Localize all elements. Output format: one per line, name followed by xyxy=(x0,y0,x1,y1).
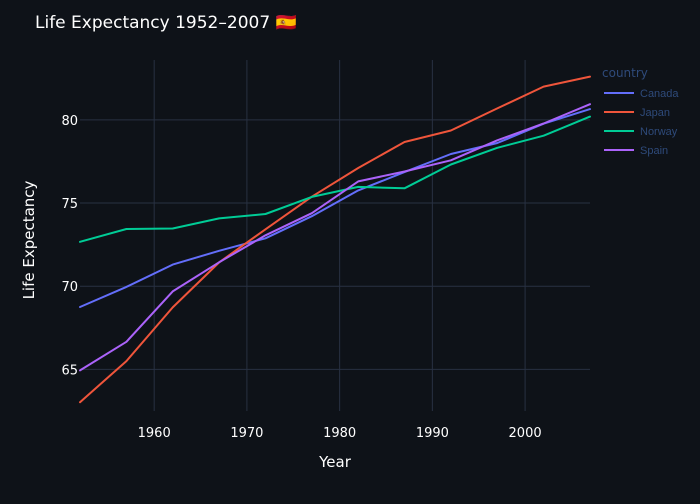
series-line-norway xyxy=(79,115,591,243)
legend-label: Japan xyxy=(640,107,670,119)
legend-label: Canada xyxy=(640,88,679,100)
x-axis-ticks: 1960 1970 1980 1990 2000 xyxy=(138,426,542,441)
y-tick-label: 75 xyxy=(61,197,78,212)
legend-item-norway[interactable]: Norway xyxy=(604,126,678,138)
y-tick-label: 70 xyxy=(61,280,78,295)
series-line-spain xyxy=(79,103,591,372)
legend-title: country xyxy=(602,66,648,80)
y-tick-label: 80 xyxy=(61,114,78,129)
x-tick-label: 1990 xyxy=(416,426,449,441)
legend-item-canada[interactable]: Canada xyxy=(604,88,679,100)
x-tick-label: 1960 xyxy=(138,426,171,441)
x-tick-label: 1970 xyxy=(230,426,263,441)
x-tick-label: 2000 xyxy=(509,426,542,441)
y-axis-ticks: 65 70 75 80 xyxy=(61,114,78,379)
legend-label: Spain xyxy=(640,145,668,157)
x-axis-title: Year xyxy=(318,453,352,471)
series-lines xyxy=(79,75,591,404)
y-axis-title: Life Expectancy xyxy=(20,180,38,299)
legend-label: Norway xyxy=(640,126,678,138)
chart-title: Life Expectancy 1952–2007 🇪🇸 xyxy=(35,13,297,33)
series-line-japan xyxy=(79,75,591,404)
legend-items[interactable]: Canada Japan Norway Spain xyxy=(604,88,679,157)
legend-item-japan[interactable]: Japan xyxy=(604,107,670,119)
gridlines xyxy=(80,60,590,411)
legend[interactable]: country Canada Japan Norway Spain xyxy=(602,66,679,157)
y-tick-label: 65 xyxy=(61,363,78,378)
legend-item-spain[interactable]: Spain xyxy=(604,145,668,157)
x-tick-label: 1980 xyxy=(323,426,356,441)
series-line-canada xyxy=(79,108,591,308)
